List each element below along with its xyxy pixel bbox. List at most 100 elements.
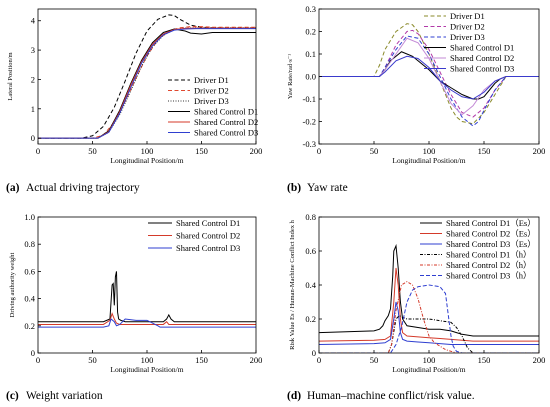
caption-tag-c: (c) <box>6 390 19 402</box>
x-tick-label-b: 50 <box>370 146 379 156</box>
y-tick-label-d: 0.8 <box>305 212 316 222</box>
series-line-d-3 <box>319 301 539 345</box>
x-tick-label-a: 200 <box>250 146 263 156</box>
y-axis-label-b: Yaw Rate/rad·s⁻¹ <box>287 54 294 99</box>
y-tick-label-b: 0.0 <box>305 72 316 82</box>
y-tick-label-a: 4 <box>31 16 36 26</box>
y-tick-label-b: 0.3 <box>305 4 316 14</box>
caption-b: Yaw rate <box>307 182 348 194</box>
x-tick-label-c: 0 <box>36 355 40 365</box>
panel-a-plot: 0 50 100 150 200 0 1 2 3 4 Longitudinal Position/m… <box>7 8 263 165</box>
x-axis-label-c: Longitudinal Position/m <box>110 365 183 374</box>
series-line-c-2 <box>38 312 256 325</box>
y-axis-label-a: Lateral Position/m <box>7 52 14 100</box>
caption-tag-d: (d) <box>287 390 301 402</box>
legend-label-c-3: Shared Control D3 <box>176 243 240 253</box>
x-tick-label-c: 150 <box>195 355 208 365</box>
y-tick-label-c: 0.8 <box>24 239 35 249</box>
x-tick-label-b: 200 <box>533 146 546 156</box>
x-tick-label-d: 100 <box>423 355 436 365</box>
y-tick-label-c: 1.0 <box>24 212 35 222</box>
legend-label-a-4: Shared Control D1 <box>194 107 258 117</box>
legend-label-d-5: Shared Control D2（h） <box>446 260 531 270</box>
y-tick-label-a: 1 <box>31 104 35 114</box>
panel-d-plot: 0 50 100 150 200 0 0.2 0.4 0.6 0.8 Longitudinal Po… <box>289 212 545 374</box>
y-tick-label-d: 0.4 <box>305 280 316 290</box>
x-axis-label-b: Longitudinal Position/m <box>392 156 465 165</box>
panel-c-plot: 0 50 100 150 200 0 0.2 0.4 0.6 0.8 1.0 Longitudinal… <box>9 212 262 374</box>
legend-label-a-5: Shared Control D2 <box>194 117 258 127</box>
caption-tag-a: (a) <box>6 182 20 194</box>
legend-label-a-1: Driver D1 <box>194 75 229 85</box>
legend-label-b-1: Driver D1 <box>450 11 485 21</box>
x-axis-label-d: Longitudinal Position/m <box>392 365 465 374</box>
legend-label-b-2: Driver D2 <box>450 22 485 32</box>
series-line-b-3 <box>319 35 539 127</box>
x-axis-label-a: Longitudinal Position/m <box>110 156 183 165</box>
x-tick-label-a: 100 <box>141 146 154 156</box>
panel-b-plot: 0 50 100 150 200 -0.3 -0.2 -0.1 0.0 0.1 0.2 0.3 Long… <box>287 4 545 165</box>
x-tick-label-a: 0 <box>36 146 40 156</box>
y-tick-label-d: 0 <box>312 348 316 358</box>
x-tick-label-d: 200 <box>533 355 546 365</box>
legend-label-d-2: Shared Control D2（Es） <box>446 229 536 239</box>
x-tick-label-a: 150 <box>195 146 208 156</box>
series-line-b-6 <box>319 55 539 100</box>
series-line-d-4 <box>319 314 539 353</box>
legend-label-d-3: Shared Control D3（Es） <box>446 239 536 249</box>
series-line-a-6 <box>38 28 256 139</box>
series-line-b-1 <box>319 23 539 125</box>
y-tick-label-a: 2 <box>31 74 35 84</box>
x-tick-label-d: 0 <box>317 355 321 365</box>
legend-label-d-1: Shared Control D1（Es） <box>446 218 536 228</box>
legend-label-d-6: Shared Control D3（h） <box>446 271 531 281</box>
y-tick-label-b: 0.2 <box>305 27 316 37</box>
caption-tag-b: (b) <box>287 182 301 194</box>
legend-label-a-3: Driver D3 <box>194 96 229 106</box>
y-axis-label-d: Risk Value Es / Human-Machine Conflict I… <box>289 219 296 349</box>
x-tick-label-b: 0 <box>317 146 321 156</box>
series-line-d-2 <box>319 267 539 342</box>
series-line-d-1 <box>319 243 539 337</box>
x-tick-label-c: 50 <box>88 355 97 365</box>
x-tick-label-d: 50 <box>370 355 379 365</box>
panel-b: 0 50 100 150 200 -0.3 -0.2 -0.1 0.0 0.1 0.2 0.3 Long… <box>287 4 545 194</box>
x-tick-label-b: 150 <box>478 146 491 156</box>
legend-label-a-6: Shared Control D3 <box>194 128 258 138</box>
legend-label-b-3: Driver D3 <box>450 32 485 42</box>
y-axis-label-c: Driving authority weight <box>9 252 16 317</box>
y-tick-label-c: 0.4 <box>24 294 35 304</box>
y-tick-label-b: -0.2 <box>303 117 316 127</box>
y-tick-label-c: 0.2 <box>24 321 35 331</box>
legend-label-c-2: Shared Control D2 <box>176 231 240 241</box>
y-tick-label-d: 0.6 <box>305 246 316 256</box>
series-line-d-5 <box>319 281 539 353</box>
y-tick-label-a: 3 <box>31 45 35 55</box>
y-tick-label-c: 0 <box>31 348 35 358</box>
series-line-b-2 <box>319 29 539 118</box>
legend-label-d-4: Shared Control D1（h） <box>446 250 531 260</box>
panel-a: 0 50 100 150 200 0 1 2 3 4 Longitudinal Position/m… <box>6 8 263 194</box>
legend-label-a-2: Driver D2 <box>194 86 229 96</box>
series-line-c-3 <box>38 318 256 328</box>
legend-label-b-5: Shared Control D2 <box>450 53 514 63</box>
caption-a: Actual driving trajectory <box>26 182 140 194</box>
panel-d: 0 50 100 150 200 0 0.2 0.4 0.6 0.8 Longitudinal Po… <box>287 212 545 402</box>
legend-label-b-6: Shared Control D3 <box>450 64 514 74</box>
y-tick-label-c: 0.6 <box>24 266 35 276</box>
y-tick-label-b: -0.1 <box>303 94 316 104</box>
x-tick-label-d: 150 <box>478 355 491 365</box>
series-line-c-1 <box>38 271 256 323</box>
series-line-d-6 <box>319 284 539 353</box>
x-tick-label-a: 50 <box>88 146 97 156</box>
caption-c: Weight variation <box>26 390 103 402</box>
y-tick-label-b: 0.1 <box>305 49 316 59</box>
x-tick-label-c: 200 <box>250 355 263 365</box>
legend-label-c-1: Shared Control D1 <box>176 218 240 228</box>
y-tick-label-b: -0.3 <box>303 139 316 149</box>
x-tick-label-b: 100 <box>423 146 436 156</box>
caption-d: Human–machine conflict/risk value. <box>307 390 475 402</box>
y-tick-label-a: 0 <box>31 133 35 143</box>
panel-c: 0 50 100 150 200 0 0.2 0.4 0.6 0.8 1.0 Longitudinal… <box>6 212 262 402</box>
